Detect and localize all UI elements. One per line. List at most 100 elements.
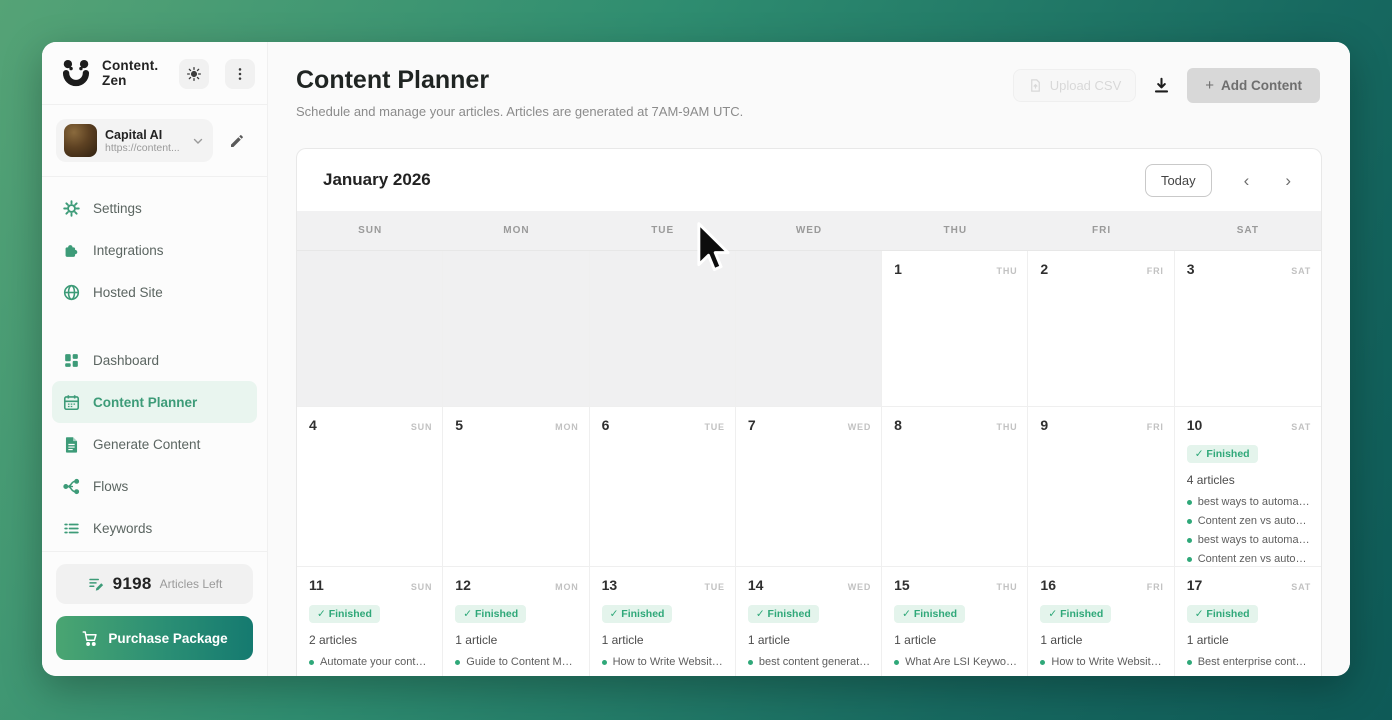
articles-left-count: 9198 [112, 574, 152, 593]
theme-toggle-button[interactable] [179, 59, 209, 89]
day-number: 1 [894, 261, 902, 277]
article-item[interactable]: Guide to Content Marke... [455, 656, 579, 668]
cart-icon [82, 631, 98, 646]
article-item[interactable]: Best enterprise content ... [1186, 656, 1311, 668]
sidebar-item-dashboard[interactable]: Dashboard [52, 339, 257, 381]
article-list: Best enterprise content ... [1186, 656, 1311, 668]
sidebar-item-settings[interactable]: Settings [52, 187, 257, 229]
article-item[interactable]: best content generation ... [747, 656, 871, 668]
article-count: 1 article [1040, 633, 1083, 647]
day-weekday-label: WED [847, 582, 872, 592]
main-content: Content Planner Schedule and manage your… [268, 42, 1350, 676]
calendar-day-cell-15[interactable]: 15 THU ✓ Finished 1 article What Are LSI … [882, 567, 1029, 676]
workspace-selector[interactable]: Capital AI https://content... [56, 119, 213, 162]
plus-icon: + [1205, 77, 1215, 94]
calendar-day-cell-12[interactable]: 12 MON ✓ Finished 1 article Guide to Cont… [443, 567, 590, 676]
bullet-dot [1186, 518, 1192, 524]
status-badge: ✓ Finished [1186, 445, 1258, 463]
list-icon [64, 523, 79, 533]
calendar-day-cell-5[interactable]: 5 MON [443, 407, 590, 567]
day-weekday-label: FRI [1146, 582, 1164, 592]
day-number: 16 [1040, 577, 1056, 593]
article-item[interactable]: How to Write Website C... [601, 656, 725, 668]
calendar-panel: January 2026 Today ‹ › SUN MON TUE WED T… [296, 148, 1322, 676]
weekday-header: MON [503, 225, 530, 236]
status-badge: ✓ Finished [894, 605, 966, 623]
divider [42, 104, 267, 105]
calendar-day-cell-13[interactable]: 13 TUE ✓ Finished 1 article How to Write … [589, 567, 736, 676]
sidebar-item-label: Flows [93, 478, 129, 494]
article-count: 1 article [747, 633, 790, 647]
calendar-day-cell-7[interactable]: 7 WED [735, 407, 883, 567]
day-weekday-label: TUE [704, 422, 725, 432]
article-item[interactable]: Content zen vs autoseo [1186, 515, 1311, 527]
status-badge: ✓ Finished [1040, 605, 1112, 623]
bullet-dot [1186, 537, 1192, 543]
sidebar-item-flows[interactable]: Flows [52, 465, 257, 507]
purchase-package-button[interactable]: Purchase Package [56, 616, 253, 660]
day-weekday-label: SUN [410, 422, 433, 432]
day-number: 5 [455, 417, 464, 433]
header-actions: Upload CSV + Add Content [1012, 68, 1320, 103]
sidebar-footer: 9198 Articles Left Purchase Package [42, 539, 267, 676]
bullet-dot [455, 659, 461, 665]
calendar-day-cell-3[interactable]: 3 SAT [1174, 251, 1321, 407]
calendar-day-cell-14[interactable]: 14 WED ✓ Finished 1 article best content … [735, 567, 883, 676]
day-number: 10 [1186, 417, 1203, 433]
nav-group-gap [52, 313, 257, 339]
add-content-button[interactable]: + Add Content [1187, 68, 1320, 103]
day-weekday-label: SAT [1291, 422, 1311, 432]
sidebar-item-label: Dashboard [93, 352, 160, 368]
day-weekday-label: TUE [704, 582, 725, 592]
upload-csv-button[interactable]: Upload CSV [1012, 69, 1137, 102]
page-title: Content Planner [296, 66, 490, 94]
today-button[interactable]: Today [1144, 163, 1212, 197]
sidebar-item-integrations[interactable]: Integrations [52, 229, 257, 271]
calendar-day-cell-2[interactable]: 2 FRI [1028, 251, 1175, 407]
calendar-day-cell-8[interactable]: 8 THU [882, 407, 1029, 567]
article-item[interactable]: best ways to automate c... [1186, 496, 1311, 508]
article-item[interactable]: best ways to automate c... [1186, 534, 1311, 546]
article-count: 1 article [1186, 633, 1229, 647]
calendar-day-cell-9[interactable]: 9 FRI [1028, 407, 1175, 567]
day-weekday-label: SAT [1291, 582, 1311, 592]
calendar-day-cell-6[interactable]: 6 TUE [589, 407, 736, 567]
article-title: best ways to automate c... [1197, 534, 1311, 546]
app-window: Content. Zen Capital AI htt [42, 42, 1350, 676]
article-item[interactable]: What Are LSI Keywords ... [894, 656, 1017, 668]
article-item[interactable]: Content zen vs autoseo [1186, 553, 1311, 565]
day-number: 4 [309, 417, 317, 433]
sidebar-item-content-planner[interactable]: Content Planner [52, 381, 257, 423]
articles-left-label: Articles Left [159, 577, 223, 591]
more-menu-button[interactable] [225, 59, 255, 89]
prev-month-button[interactable]: ‹ [1240, 168, 1254, 193]
calendar-day-cell-16[interactable]: 16 FRI ✓ Finished 1 article How to Write … [1028, 567, 1175, 676]
day-number: 2 [1040, 261, 1049, 277]
calendar-day-cell-empty [297, 251, 444, 407]
weekday-header-row: SUN MON TUE WED THU FRI SAT [297, 211, 1321, 251]
calendar-day-cell-empty [735, 251, 883, 407]
calendar-day-cell-10[interactable]: 10 SAT ✓ Finished 4 articles best ways to… [1174, 407, 1321, 567]
calendar-day-cell-17[interactable]: 17 SAT ✓ Finished 1 article Best enterpri… [1174, 567, 1321, 676]
sun-icon [187, 67, 201, 81]
article-item[interactable]: How to Write Website C... [1040, 656, 1164, 668]
dots-vertical-icon [238, 68, 242, 80]
calendar-day-cell-11[interactable]: 11 SUN ✓ Finished 2 articles Automate you… [297, 567, 444, 676]
weekday-header: SUN [358, 225, 383, 236]
sidebar-item-keywords[interactable]: Keywords [52, 507, 257, 539]
article-list: How to Write Website C... [601, 656, 725, 668]
calendar-day-cell-4[interactable]: 4 SUN [297, 407, 444, 567]
day-number: 14 [747, 577, 764, 593]
download-button[interactable] [1150, 74, 1173, 97]
calendar-day-cell-1[interactable]: 1 THU [882, 251, 1029, 407]
article-item[interactable]: Automate your content ... [309, 656, 432, 668]
next-month-button[interactable]: › [1281, 168, 1295, 193]
workspace-row: Capital AI https://content... [42, 105, 267, 176]
sidebar-item-generate-content[interactable]: Generate Content [52, 423, 257, 465]
calendar-day-cell-empty [443, 251, 590, 407]
edit-workspace-button[interactable] [221, 125, 253, 157]
day-number: 3 [1186, 261, 1195, 277]
sidebar-item-hosted-site[interactable]: Hosted Site [52, 271, 257, 313]
articles-left-pill: 9198 Articles Left [56, 564, 253, 604]
purchase-package-label: Purchase Package [108, 630, 228, 646]
